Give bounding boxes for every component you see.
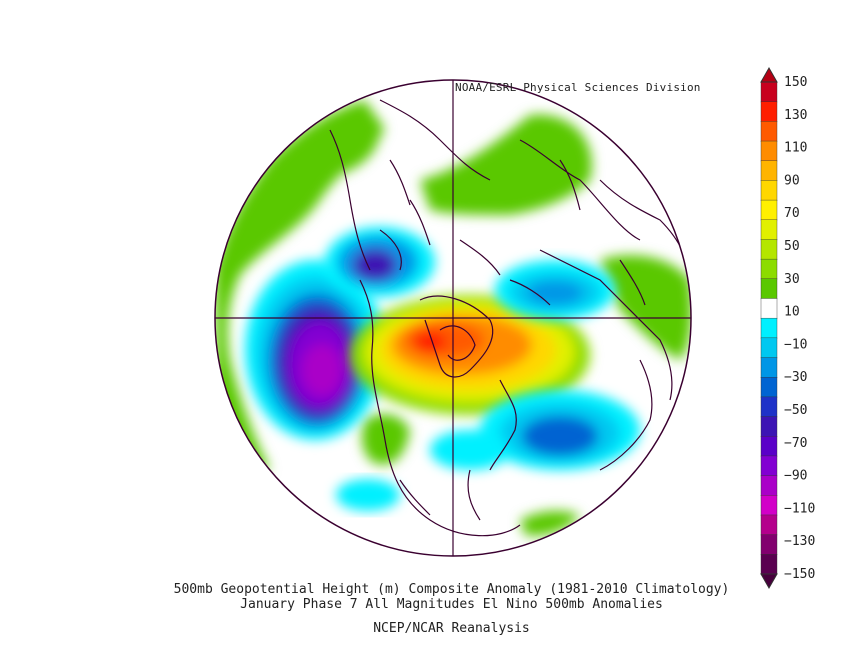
colorbar-top-arrow	[760, 66, 778, 83]
colorbar-tick-label: 130	[784, 108, 807, 123]
colorbar-tick-label: −70	[784, 436, 807, 451]
hemisphere-border	[214, 79, 692, 557]
positive-region-sw	[361, 414, 410, 465]
positive-region-arctic-left	[320, 116, 381, 175]
negative-center-siberia	[495, 260, 615, 320]
colorbar-swatch	[760, 180, 778, 201]
colorbar: 150 130 110 90 70 50 30 10 −10 −30 −50 −70 −90 −110 −1…	[760, 66, 815, 590]
negative-center-north-pacific	[245, 260, 385, 440]
colorbar-swatch	[760, 121, 778, 142]
colorbar-tick-label: 10	[784, 305, 800, 320]
colorbar-swatch	[760, 140, 778, 162]
colorbar-swatch	[760, 317, 778, 339]
colorbar-tick-label: 110	[784, 141, 807, 156]
colorbar-tick-label: 70	[784, 206, 800, 221]
colorbar-tick-label: −130	[784, 534, 815, 549]
colorbar-swatch	[760, 377, 778, 398]
positive-region-east	[600, 255, 691, 360]
credit-label: NOAA/ESRL Physical Sciences Division	[455, 81, 701, 94]
colorbar-swatch	[760, 396, 778, 418]
colorbar-tick-label: −30	[784, 370, 807, 385]
colorbar-swatch	[760, 337, 778, 359]
colorbar-tick-label: 150	[784, 75, 807, 90]
colorbar-swatch	[760, 81, 778, 103]
colorbar-tick-label: −90	[784, 469, 807, 484]
colorbar-swatch	[760, 239, 778, 260]
colorbar-swatch	[760, 416, 778, 437]
colorbar-tick-label: −10	[784, 337, 807, 352]
colorbar-swatch	[760, 101, 778, 123]
colorbar-tick-label: −50	[784, 403, 807, 418]
caption-line-2: January Phase 7 All Magnitudes El Nino 5…	[240, 597, 663, 612]
colorbar-swatch	[760, 219, 778, 241]
colorbar-swatch	[760, 357, 778, 378]
colorbar-tick-label: 50	[784, 239, 800, 254]
coastlines	[329, 99, 691, 537]
colorbar-swatch	[760, 298, 778, 319]
positive-region-bottom	[520, 510, 580, 536]
colorbar-swatch	[760, 534, 778, 556]
colorbar-swatch	[760, 495, 778, 516]
positive-center-canada	[350, 295, 590, 415]
colorbar-bottom-arrow	[760, 573, 778, 590]
caption-line-3: NCEP/NCAR Reanalysis	[373, 621, 530, 636]
colorbar-swatch	[760, 554, 778, 575]
anomaly-field	[215, 80, 691, 556]
colorbar-swatch	[760, 258, 778, 280]
caption-line-1: 500mb Geopotential Height (m) Composite …	[173, 582, 730, 597]
negative-center-southwest	[336, 479, 400, 511]
colorbar-tick-label: −110	[784, 501, 815, 516]
colorbar-swatch	[760, 455, 778, 477]
colorbar-tick-label: 90	[784, 173, 800, 188]
colorbar-tick-label: 30	[784, 272, 800, 287]
positive-region-west-pacific	[215, 100, 385, 470]
colorbar-tick-label: −150	[784, 567, 815, 582]
negative-center-east-siberia	[325, 227, 435, 297]
colorbar-swatch	[760, 475, 778, 496]
colorbar-swatch	[760, 160, 778, 182]
colorbar-swatch	[760, 514, 778, 536]
positive-region-arctic-asia	[420, 114, 592, 215]
negative-center-north-atlantic	[430, 390, 640, 470]
colorbar-swatch	[760, 278, 778, 300]
colorbar-swatch	[760, 199, 778, 221]
colorbar-swatch	[760, 436, 778, 457]
